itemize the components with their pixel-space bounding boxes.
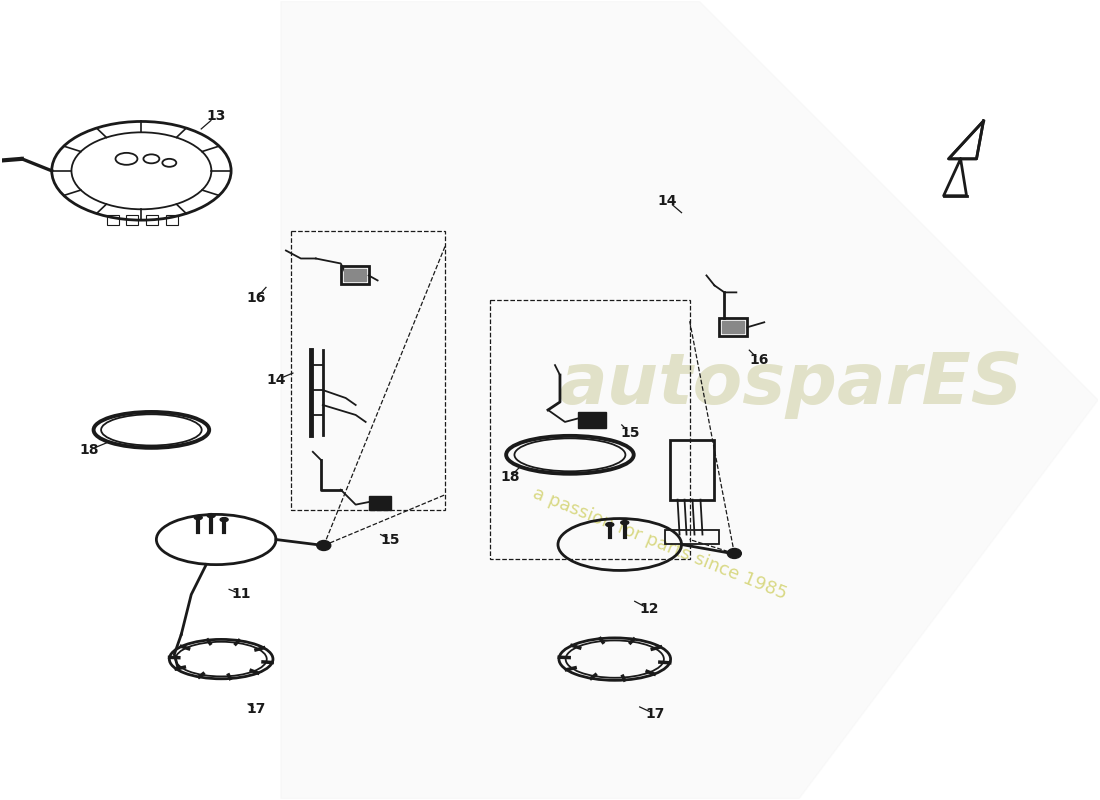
Ellipse shape [220,518,228,522]
Text: 16: 16 [246,291,266,306]
Ellipse shape [606,522,614,526]
Text: 15: 15 [620,426,639,440]
Bar [290,230,446,510]
Bar [664,530,719,545]
Text: 11: 11 [231,587,251,602]
Ellipse shape [317,541,331,550]
Bar [341,266,368,285]
Text: a passion for parts since 1985: a passion for parts since 1985 [530,484,790,603]
Bar [107,215,119,225]
Ellipse shape [727,549,741,558]
Bar [166,215,178,225]
Bar [126,215,139,225]
Text: 16: 16 [749,353,769,367]
Text: 15: 15 [381,533,400,546]
Bar [719,318,747,336]
Text: 18: 18 [500,470,520,484]
Bar [578,412,606,428]
Ellipse shape [620,521,629,525]
Bar [723,322,745,334]
Text: 17: 17 [246,702,266,716]
Text: 14: 14 [266,373,286,387]
Bar [146,215,158,225]
Ellipse shape [195,515,202,519]
Ellipse shape [207,514,216,518]
Bar [491,300,690,559]
Text: 14: 14 [658,194,678,208]
Bar [670,440,714,500]
Polygon shape [948,121,983,159]
Bar [343,270,365,282]
Text: 17: 17 [645,707,664,721]
Bar [368,496,390,510]
Text: 18: 18 [80,443,99,457]
Text: autosparES: autosparES [559,350,1023,418]
Text: 13: 13 [207,109,226,123]
Polygon shape [280,2,1098,798]
Text: 12: 12 [640,602,659,616]
